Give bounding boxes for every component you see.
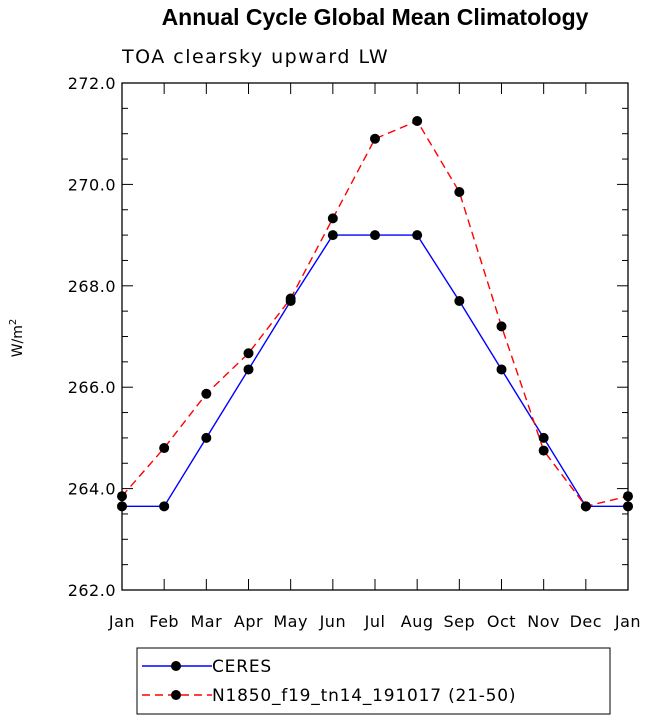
data-point-s0-2 bbox=[201, 432, 212, 443]
legend: CERES N1850_f19_tn14_191017 (21-50) bbox=[136, 647, 611, 715]
chart-title: Annual Cycle Global Mean Climatology bbox=[162, 4, 589, 30]
x-tick-label: Aug bbox=[401, 612, 434, 631]
data-point-s1-1 bbox=[159, 443, 170, 454]
x-tick-label: Nov bbox=[527, 612, 560, 631]
legend-box bbox=[136, 647, 611, 715]
data-point-s1-11 bbox=[580, 501, 591, 512]
data-point-s1-0 bbox=[117, 491, 127, 502]
data-point-s1-2 bbox=[201, 388, 212, 399]
y-tick-label: 266.0 bbox=[68, 378, 116, 397]
y-tick-label: 264.0 bbox=[68, 480, 116, 499]
data-point-s1-8 bbox=[454, 187, 465, 198]
x-tick-label: Jan bbox=[108, 612, 135, 631]
y-tick-label: 268.0 bbox=[68, 277, 116, 296]
data-point-s0-12 bbox=[623, 501, 633, 512]
x-tick-label: Jan bbox=[614, 612, 641, 631]
data-point-s0-6 bbox=[370, 230, 380, 241]
data-point-s0-9 bbox=[496, 364, 507, 375]
y-tick-label: 272.0 bbox=[68, 74, 116, 93]
data-point-s0-8 bbox=[454, 296, 465, 307]
x-tick-label: Mar bbox=[190, 612, 222, 631]
data-point-s1-3 bbox=[243, 348, 254, 359]
data-point-s0-7 bbox=[412, 230, 423, 241]
data-point-s1-12 bbox=[623, 491, 633, 502]
data-point-s0-0 bbox=[117, 501, 127, 512]
legend-marker-1 bbox=[171, 690, 181, 700]
x-tick-label: Jun bbox=[319, 612, 347, 631]
data-point-s1-7 bbox=[412, 116, 423, 127]
data-point-s1-4 bbox=[285, 293, 296, 304]
data-point-s0-1 bbox=[159, 501, 170, 512]
legend-label-0: CERES bbox=[212, 657, 272, 677]
data-point-s1-9 bbox=[496, 321, 507, 332]
x-tick-label: May bbox=[273, 612, 308, 631]
x-tick-label: Dec bbox=[570, 612, 602, 631]
y-tick-label: 262.0 bbox=[68, 581, 116, 600]
legend-marker-0 bbox=[171, 661, 181, 671]
x-tick-label: Apr bbox=[234, 612, 263, 631]
y-axis-label-text: W/m bbox=[10, 325, 26, 357]
data-point-s0-10 bbox=[538, 432, 549, 443]
data-point-s1-5 bbox=[327, 213, 338, 224]
y-axis-label-superscript: 2 bbox=[8, 319, 19, 325]
plot-area: 262.0 264.0 266.0 268.0 270.0 272.0 Jan Feb Mar A… bbox=[68, 74, 641, 631]
x-tick-label: Jul bbox=[364, 612, 386, 631]
x-tick-label: Sep bbox=[444, 612, 476, 631]
chart-subtitle: TOA clearsky upward LW bbox=[121, 46, 389, 68]
y-axis-label: W/m2 bbox=[8, 319, 26, 358]
legend-label-1: N1850_f19_tn14_191017 (21-50) bbox=[212, 686, 516, 706]
plot-frame bbox=[121, 82, 629, 591]
data-point-s1-10 bbox=[538, 445, 549, 456]
series-line-0 bbox=[122, 234, 628, 508]
y-tick-label: 270.0 bbox=[68, 175, 116, 194]
data-point-s1-6 bbox=[370, 133, 380, 144]
data-point-s0-3 bbox=[243, 364, 254, 375]
x-tick-label: Feb bbox=[149, 612, 179, 631]
data-point-s0-5 bbox=[327, 230, 338, 241]
x-tick-label: Oct bbox=[487, 612, 516, 631]
series-line-1 bbox=[121, 120, 629, 508]
